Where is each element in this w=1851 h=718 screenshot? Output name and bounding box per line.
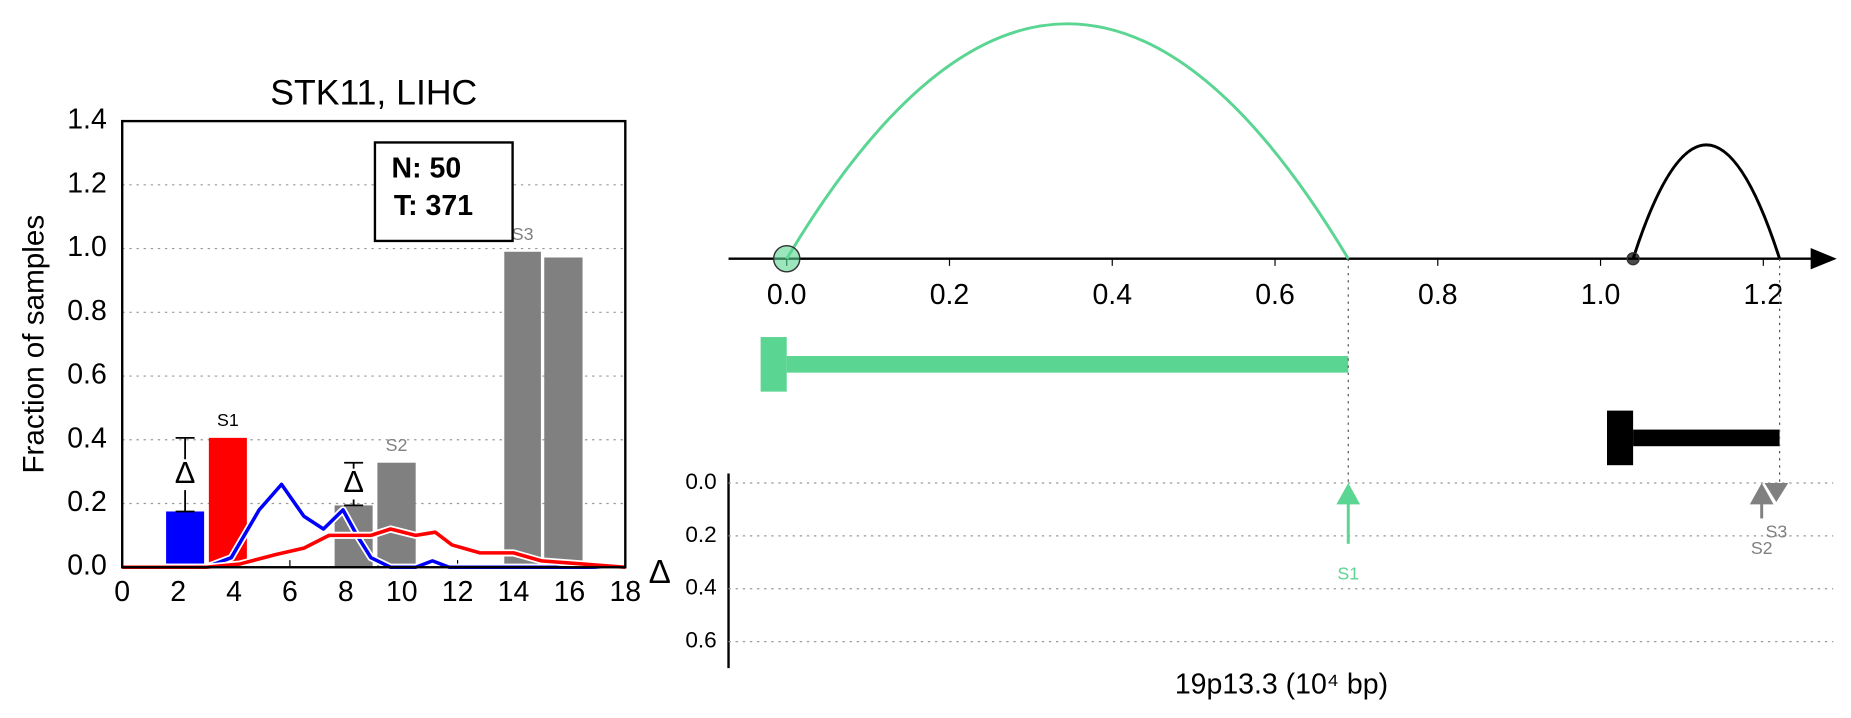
gene-block [1607, 410, 1634, 466]
y-axis-label: Fraction of samples [17, 215, 50, 474]
arrow-label: S1 [1337, 563, 1359, 583]
x-tick-label: 2 [170, 576, 186, 608]
x-tick-label: 18 [609, 576, 641, 608]
delta-symbol: Δ [343, 464, 364, 499]
y-tick-label: 0.4 [685, 575, 716, 600]
y-tick-label: 0.0 [67, 550, 107, 582]
arrow-label: S3 [1765, 522, 1787, 542]
x-tick-label: 10 [386, 576, 418, 608]
x-tick-label: 0.0 [767, 279, 807, 311]
y-tick-label: 0.6 [685, 628, 716, 653]
arrow-head [1749, 482, 1774, 505]
bar [504, 251, 541, 568]
x-tick-label: 4 [226, 576, 242, 608]
counts-box [373, 141, 514, 243]
plot-frame [121, 119, 627, 569]
y-tick-label: 0.0 [685, 469, 716, 494]
gene-body [786, 356, 1349, 373]
x-tick-label: 0 [114, 576, 130, 608]
x-tick-label: 0.8 [1418, 279, 1458, 311]
x-tick-label: 0.4 [1092, 279, 1132, 311]
delta-symbol: Δ [175, 455, 196, 490]
delta-marker: Δ [340, 461, 367, 507]
y-tick-label: 0.2 [685, 522, 716, 547]
delta-arrow [1764, 482, 1789, 502]
delta-marker: Δ [172, 436, 199, 513]
x-tick-label: 6 [282, 576, 298, 608]
anchor-point [1626, 252, 1640, 266]
anchor-point [772, 244, 801, 273]
chart-title: STK11, LIHC [270, 72, 477, 112]
x-tick-label: 1.2 [1744, 279, 1784, 311]
axis-arrow [1810, 248, 1837, 270]
count-label: T: 371 [394, 190, 473, 222]
y-tick-label: 1.0 [67, 231, 107, 263]
count-label: N: 50 [392, 152, 462, 184]
bar [377, 462, 416, 568]
delta-bg [172, 459, 199, 491]
bar-label: S2 [386, 435, 408, 455]
gene-block [760, 337, 787, 392]
x-tick-label: 14 [498, 576, 530, 608]
y-tick-label: 1.2 [67, 167, 107, 199]
delta-bg [340, 468, 367, 500]
arrow-label: S2 [1751, 538, 1773, 558]
bar [166, 511, 205, 568]
arrow-head [1336, 482, 1361, 505]
y-tick-label: 0.6 [67, 359, 107, 391]
y-tick-label: 0.2 [67, 486, 107, 518]
x-tick-label: 0.6 [1255, 279, 1295, 311]
y-tick-label: 0.8 [67, 295, 107, 327]
y-axis-label: Δ [649, 554, 671, 591]
y-tick-label: 0.4 [67, 422, 107, 454]
x-tick-label: 0.2 [930, 279, 970, 311]
bar [208, 437, 247, 568]
interaction-arc [785, 22, 1350, 260]
x-axis-label: 19p13.3 (10⁴ bp) [1175, 668, 1388, 700]
x-tick-label: 1.0 [1581, 279, 1621, 311]
bar [544, 257, 583, 568]
interaction-arc [1631, 143, 1782, 260]
x-tick-label: 12 [442, 576, 474, 608]
line [122, 527, 626, 570]
y-tick-label: 1.4 [67, 104, 107, 136]
x-tick-label: 16 [554, 576, 586, 608]
bar-label: S1 [217, 410, 239, 430]
x-tick-label: 8 [338, 576, 354, 608]
gene-body [1633, 429, 1780, 447]
bar-label: S3 [512, 224, 534, 244]
